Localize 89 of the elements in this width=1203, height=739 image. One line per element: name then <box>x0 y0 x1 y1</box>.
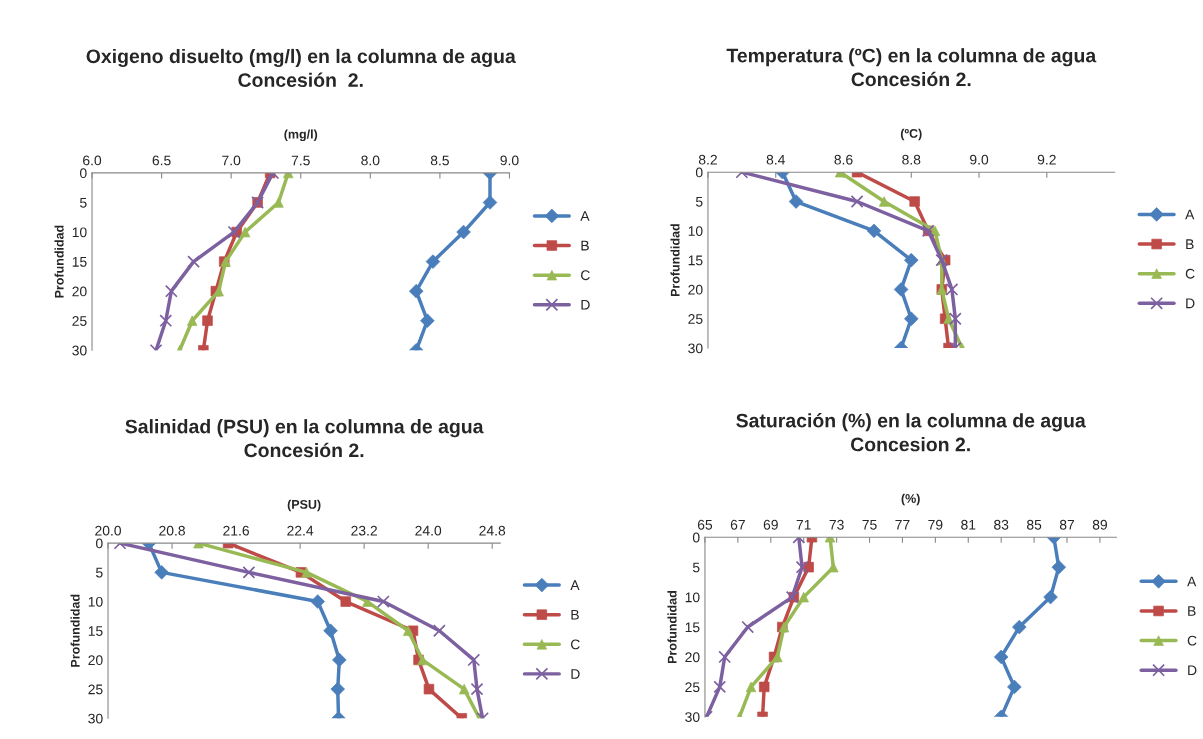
chart-title: Saturación (%) en la columna de agua Concesion 2. <box>736 413 1086 452</box>
y-tick-label: 30 <box>688 343 703 354</box>
x-tick-label: 71 <box>796 519 811 530</box>
x-tick-label: 21.6 <box>223 525 249 536</box>
x-tick-label: 6.5 <box>152 155 171 166</box>
y-tick-label: 0 <box>95 538 103 549</box>
y-tick-label: 10 <box>688 226 703 236</box>
x-tick-label: 81 <box>961 519 976 530</box>
x-tick-label: 9.0 <box>500 155 519 166</box>
y-tick-label: 15 <box>88 626 103 636</box>
legend-label: C <box>571 639 580 650</box>
x-tick-label: 8.0 <box>361 155 380 166</box>
x-tick-label: 83 <box>994 519 1009 530</box>
x-tick-label: 79 <box>928 519 943 530</box>
legend-label: B <box>581 240 589 251</box>
x-tick-label: 69 <box>763 519 778 530</box>
x-tick-label: 73 <box>829 519 844 530</box>
legend-label: C <box>1185 268 1195 279</box>
y-tick-label: 5 <box>80 197 87 208</box>
x-axis-title: (PSU) <box>287 499 321 512</box>
x-tick-label: 87 <box>1059 519 1075 530</box>
y-tick-label: 25 <box>88 684 103 695</box>
x-axis-title: (ºC) <box>900 128 922 141</box>
x-tick-label: 20.8 <box>159 525 185 536</box>
x-tick-label: 8.5 <box>430 155 449 166</box>
legend-label: B <box>1188 606 1196 616</box>
y-tick-label: 10 <box>685 592 700 603</box>
x-tick-label: 9.0 <box>970 154 989 165</box>
y-tick-label: 20 <box>72 286 87 297</box>
chart-title: Oxigeno disuelto (mg/l) en la columna de agua Concesión 2. <box>86 48 516 88</box>
x-axis-title: (mg/l) <box>284 129 318 142</box>
chart-title: Salinidad (PSU) en la columna de agua Concesión 2. <box>125 419 484 458</box>
legend-label: D <box>571 669 580 679</box>
y-tick-label: 20 <box>685 652 700 663</box>
legend-label: B <box>1186 239 1194 249</box>
x-axis-title: (%) <box>901 493 920 506</box>
y-tick-label: 5 <box>692 562 700 573</box>
x-tick-label: 8.6 <box>834 154 853 165</box>
y-tick-label: 0 <box>79 168 87 179</box>
legend-label: A <box>580 211 590 221</box>
legend-label: A <box>1185 209 1195 220</box>
legend-label: C <box>581 270 590 281</box>
y-tick-label: 30 <box>72 345 87 356</box>
x-tick-label: 8.2 <box>698 154 717 165</box>
y-axis-title: Profundidad <box>667 591 677 663</box>
y-tick-label: 20 <box>688 284 703 295</box>
x-tick-label: 85 <box>1026 519 1042 530</box>
legend-label: A <box>1187 576 1197 587</box>
legend-label: C <box>1187 635 1197 646</box>
y-tick-label: 15 <box>688 255 703 266</box>
x-tick-label: 24.0 <box>415 525 442 536</box>
y-tick-label: 15 <box>685 622 700 633</box>
x-tick-label: 8.4 <box>766 154 785 165</box>
y-tick-label: 20 <box>88 655 103 666</box>
chart-title: Temperatura (ºC) en la columna de agua Concesión 2. <box>726 48 1097 87</box>
y-tick-label: 0 <box>692 532 700 543</box>
x-tick-label: 22.4 <box>287 525 314 536</box>
y-tick-label: 25 <box>72 316 87 326</box>
y-tick-label: 25 <box>685 682 700 693</box>
x-tick-label: 8.8 <box>902 154 921 165</box>
y-axis-title: Profundidad <box>54 225 64 298</box>
legend-label: D <box>1186 298 1195 309</box>
y-tick-label: 30 <box>88 713 103 724</box>
x-tick-label: 7.0 <box>222 155 241 166</box>
x-tick-label: 89 <box>1092 519 1107 530</box>
y-tick-label: 0 <box>695 167 703 178</box>
legend-label: D <box>581 300 590 310</box>
y-tick-label: 30 <box>685 712 700 722</box>
x-tick-label: 24.8 <box>479 525 506 536</box>
x-tick-label: 67 <box>730 519 745 530</box>
x-tick-label: 9.2 <box>1037 154 1056 165</box>
x-tick-label: 75 <box>862 519 877 530</box>
x-tick-label: 20.0 <box>95 525 121 536</box>
y-tick-label: 10 <box>88 596 103 607</box>
y-axis-title: Profundidad <box>670 224 680 297</box>
legend-label: B <box>571 609 579 620</box>
legend-label: D <box>1188 665 1197 676</box>
x-tick-label: 65 <box>697 519 713 530</box>
legend-label: A <box>570 580 580 590</box>
y-tick-label: 5 <box>695 196 703 207</box>
x-tick-label: 23.2 <box>351 525 377 536</box>
y-axis-title: Profundidad <box>70 594 80 667</box>
y-tick-label: 5 <box>96 567 103 578</box>
x-tick-label: 77 <box>895 519 910 530</box>
x-tick-label: 7.5 <box>291 155 310 166</box>
x-tick-label: 6.0 <box>83 155 102 166</box>
y-tick-label: 15 <box>72 257 87 267</box>
y-tick-label: 10 <box>72 227 87 238</box>
y-tick-label: 25 <box>688 314 703 324</box>
